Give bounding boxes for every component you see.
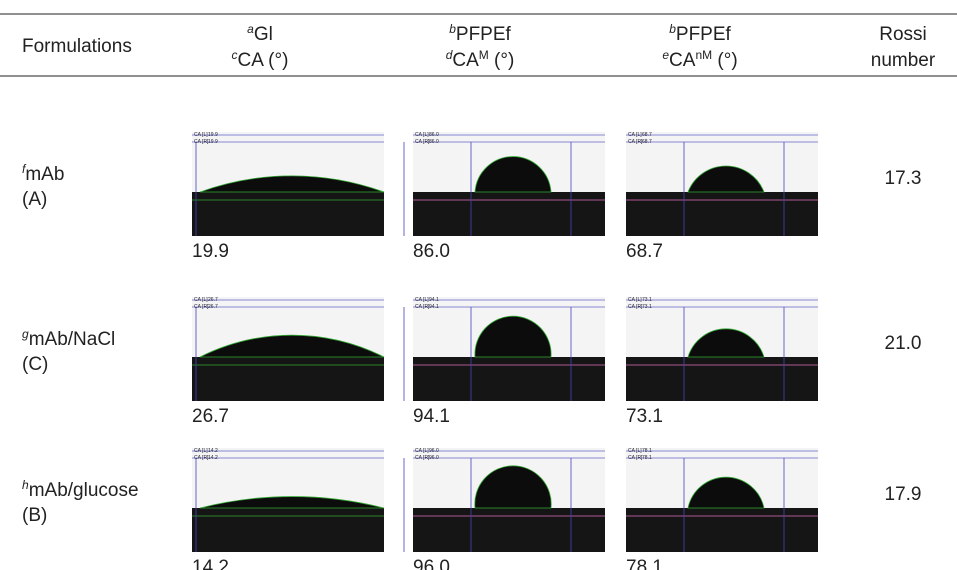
drop-image: CA [L]68.7CA [R]68.7 bbox=[626, 132, 818, 236]
text-run: Formulations bbox=[22, 36, 132, 57]
drop-image: CA [L]94.1CA [R]94.1 bbox=[413, 297, 605, 401]
substrate bbox=[413, 508, 605, 552]
readout-value: 14.2 bbox=[208, 448, 218, 454]
header-cell: bPFPEf bbox=[449, 22, 511, 45]
readout-value: 78.1 bbox=[642, 448, 652, 454]
contact-angle-value: 96.0 bbox=[413, 557, 450, 570]
contact-angle-value: 19.9 bbox=[192, 241, 229, 262]
header-cell: aGl bbox=[247, 22, 273, 45]
header-cell: Formulations bbox=[22, 36, 132, 57]
readout-label: CA [L] bbox=[194, 297, 208, 303]
header-cell: bPFPEf bbox=[669, 22, 731, 45]
text-run: mAb/NaCl bbox=[29, 329, 116, 350]
text-run: CA bbox=[669, 50, 696, 71]
readout-value: 96.0 bbox=[429, 448, 439, 454]
drop-image: CA [L]14.2CA [R]14.2 bbox=[192, 448, 404, 552]
row-label-code: (C) bbox=[22, 354, 48, 375]
text-run: PFPEf bbox=[456, 24, 512, 45]
substrate bbox=[413, 192, 605, 236]
readout-value: 19.9 bbox=[208, 132, 218, 138]
substrate bbox=[192, 192, 384, 236]
readout-label: CA [L] bbox=[194, 448, 208, 454]
header-cell: number bbox=[871, 50, 936, 71]
drop-image: CA [L]78.1CA [R]78.1 bbox=[626, 448, 818, 552]
contact-angle-value: 86.0 bbox=[413, 241, 450, 262]
readout-label: CA [R] bbox=[194, 139, 209, 145]
text-run: number bbox=[871, 50, 936, 71]
rossi-number: 21.0 bbox=[885, 333, 922, 354]
superscript: nM bbox=[695, 48, 712, 62]
readout-label: CA [L] bbox=[628, 132, 642, 138]
text-run: mAb/glucose bbox=[29, 480, 139, 501]
readout-label: CA [L] bbox=[628, 297, 642, 303]
contact-angle-value: 94.1 bbox=[413, 406, 450, 427]
row-label: fmAb bbox=[22, 162, 64, 185]
text-run: CA (°) bbox=[238, 50, 289, 71]
readout-label: CA [R] bbox=[628, 455, 643, 461]
rossi-number: 17.9 bbox=[885, 484, 922, 505]
substrate bbox=[626, 508, 818, 552]
readout-value: 78.1 bbox=[642, 455, 652, 461]
row-label-code: (B) bbox=[22, 505, 47, 526]
drop-image: CA [L]96.0CA [R]96.0 bbox=[413, 448, 605, 552]
readout-value: 73.1 bbox=[642, 297, 652, 303]
readout-label: CA [R] bbox=[415, 455, 430, 461]
row-label: gmAb/NaCl bbox=[22, 327, 115, 350]
readout-label: CA [R] bbox=[194, 304, 209, 310]
readout-label: CA [L] bbox=[415, 297, 429, 303]
rossi-number: 17.3 bbox=[885, 168, 922, 189]
substrate bbox=[413, 357, 605, 401]
readout-label: CA [L] bbox=[415, 448, 429, 454]
readout-label: CA [R] bbox=[194, 455, 209, 461]
readout-value: 26.7 bbox=[208, 297, 218, 303]
header-cell: eCAnM (°) bbox=[662, 48, 737, 71]
readout-value: 86.0 bbox=[429, 139, 439, 145]
contact-angle-value: 73.1 bbox=[626, 406, 663, 427]
text-run: mAb bbox=[25, 164, 64, 185]
readout-value: 94.1 bbox=[429, 304, 439, 310]
substrate bbox=[192, 508, 384, 552]
readout-label: CA [R] bbox=[415, 139, 430, 145]
readout-label: CA [R] bbox=[628, 139, 643, 145]
substrate bbox=[626, 192, 818, 236]
readout-value: 73.1 bbox=[642, 304, 652, 310]
readout-value: 14.2 bbox=[208, 455, 218, 461]
contact-angle-value: 14.2 bbox=[192, 557, 229, 570]
readout-value: 94.1 bbox=[429, 297, 439, 303]
substrate bbox=[626, 357, 818, 401]
readout-value: 26.7 bbox=[208, 304, 218, 310]
text-run: PFPEf bbox=[676, 24, 732, 45]
text-run: Rossi bbox=[879, 24, 927, 45]
header-cell: Rossi bbox=[879, 24, 927, 45]
drop-image: CA [L]86.0CA [R]86.0 bbox=[413, 132, 605, 236]
text-run: (°) bbox=[489, 50, 515, 71]
drop-image: CA [L]73.1CA [R]73.1 bbox=[626, 297, 818, 401]
readout-value: 86.0 bbox=[429, 132, 439, 138]
readout-label: CA [R] bbox=[415, 304, 430, 310]
text-run: Gl bbox=[254, 24, 273, 45]
text-run: CA bbox=[452, 50, 479, 71]
contact-angle-value: 68.7 bbox=[626, 241, 663, 262]
readout-value: 68.7 bbox=[642, 139, 652, 145]
readout-value: 96.0 bbox=[429, 455, 439, 461]
table-figure: Formulations aGl cCA (°) bPFPEf dCAM (°) bPFP… bbox=[0, 0, 957, 570]
readout-label: CA [L] bbox=[415, 132, 429, 138]
readout-label: CA [L] bbox=[194, 132, 208, 138]
header-cell: dCAM (°) bbox=[446, 48, 515, 71]
readout-value: 68.7 bbox=[642, 132, 652, 138]
contact-angle-value: 78.1 bbox=[626, 557, 663, 570]
row-label: hmAb/glucose bbox=[22, 478, 139, 501]
drop-image: CA [L]19.9CA [R]19.9 bbox=[192, 132, 404, 236]
row-label-code: (A) bbox=[22, 189, 47, 210]
superscript: M bbox=[479, 48, 489, 62]
substrate bbox=[192, 357, 384, 401]
contact-angle-value: 26.7 bbox=[192, 406, 229, 427]
header-cell: cCA (°) bbox=[232, 48, 289, 71]
readout-label: CA [L] bbox=[628, 448, 642, 454]
readout-value: 19.9 bbox=[208, 139, 218, 145]
drop-image: CA [L]26.7CA [R]26.7 bbox=[192, 297, 404, 401]
text-run: (°) bbox=[712, 50, 738, 71]
readout-label: CA [R] bbox=[628, 304, 643, 310]
